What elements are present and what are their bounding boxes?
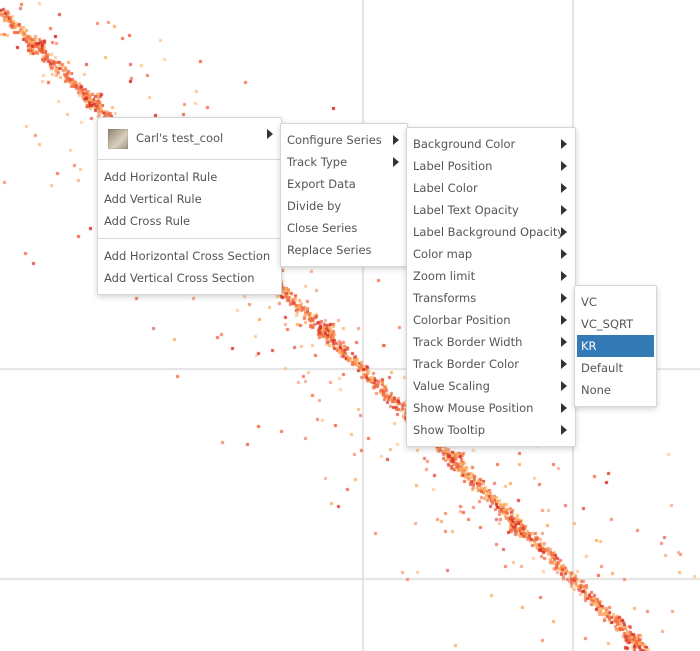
transform-option-vc[interactable]: VC	[581, 295, 597, 309]
show-tooltip-item[interactable]: Show Tooltip	[407, 419, 575, 441]
color-map-item[interactable]: Color map	[407, 243, 575, 265]
label-background-opacity-item[interactable]: Label Background Opacity	[407, 221, 575, 243]
replace-series-item[interactable]: Replace Series	[287, 243, 372, 257]
add-cross-rule-item[interactable]: Add Cross Rule	[104, 214, 191, 228]
export-data-item[interactable]: Export Data	[287, 177, 356, 191]
track-menu-item[interactable]: Carl's test_cool	[98, 123, 281, 153]
menu-separator	[98, 159, 281, 160]
transforms-item[interactable]: Transforms	[407, 287, 575, 309]
value-scaling-item[interactable]: Value Scaling	[407, 375, 575, 397]
transform-option-default[interactable]: Default	[581, 361, 624, 375]
track-border-width-item[interactable]: Track Border Width	[407, 331, 575, 353]
zoom-limit-item[interactable]: Zoom limit	[407, 265, 575, 287]
close-series-item[interactable]: Close Series	[287, 221, 358, 235]
track-type-item[interactable]: Track Type	[281, 151, 407, 173]
menu-separator	[98, 238, 281, 239]
colorbar-position-item[interactable]: Colorbar Position	[407, 309, 575, 331]
add-horizontal-rule-item[interactable]: Add Horizontal Rule	[104, 170, 218, 184]
transform-option-kr[interactable]: KR	[577, 335, 654, 357]
series-menu: Configure Series Track Type Export Data …	[280, 123, 408, 267]
label-position-item[interactable]: Label Position	[407, 155, 575, 177]
label-text-opacity-item[interactable]: Label Text Opacity	[407, 199, 575, 221]
context-menu: Carl's test_cool Add Horizontal Rule Add…	[97, 117, 282, 295]
add-vertical-rule-item[interactable]: Add Vertical Rule	[104, 192, 202, 206]
add-horizontal-cross-section-item[interactable]: Add Horizontal Cross Section	[104, 249, 271, 263]
divide-by-item[interactable]: Divide by	[287, 199, 342, 213]
transforms-menu: VC VC_SQRT KR Default None	[574, 285, 657, 407]
label-color-item[interactable]: Label Color	[407, 177, 575, 199]
add-vertical-cross-section-item[interactable]: Add Vertical Cross Section	[104, 271, 255, 285]
configure-series-menu: Background Color Label Position Label Co…	[406, 127, 576, 447]
transform-option-vc-sqrt[interactable]: VC_SQRT	[581, 317, 634, 331]
show-mouse-position-item[interactable]: Show Mouse Position	[407, 397, 575, 419]
configure-series-item[interactable]: Configure Series	[281, 129, 407, 151]
track-name-label: Carl's test_cool	[136, 131, 224, 145]
transform-option-none[interactable]: None	[581, 383, 612, 397]
heatmap-thumbnail-icon	[108, 128, 128, 149]
background-color-item[interactable]: Background Color	[407, 133, 575, 155]
track-border-color-item[interactable]: Track Border Color	[407, 353, 575, 375]
